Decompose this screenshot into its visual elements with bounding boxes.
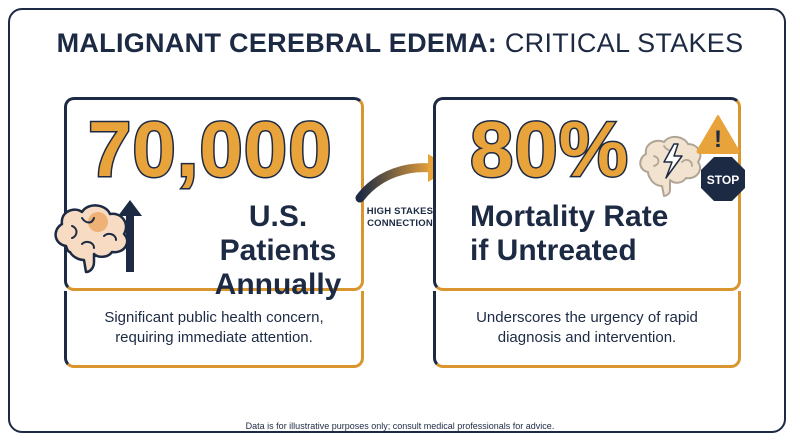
patients-description-box: Significant public health concern, requi… — [64, 291, 364, 368]
stop-sign-text: STOP — [707, 173, 739, 187]
mortality-description: Underscores the urgency of rapid diagnos… — [462, 308, 712, 348]
connection-label-line2: CONNECTION — [367, 218, 433, 229]
mortality-number: 80% — [468, 105, 630, 193]
brain-icon — [54, 204, 129, 274]
mortality-description-line2: diagnosis and intervention. — [497, 329, 677, 346]
mortality-label: Mortality Rate if Untreated — [470, 200, 710, 268]
disclaimer-footer: Data is for illustrative purposes only; … — [245, 421, 555, 431]
mortality-label-line1: Mortality Rate — [470, 200, 669, 233]
title-strong: MALIGNANT CEREBRAL EDEMA: — [56, 28, 498, 58]
patients-card — [64, 97, 364, 291]
connection-label: HIGH STAKES CONNECTION — [362, 206, 438, 230]
patients-label-line1: U.S. Patients — [219, 200, 337, 267]
patients-description-line2: requiring immediate attention. — [115, 329, 313, 346]
mortality-label-line2: if Untreated — [470, 234, 637, 267]
patients-label: U.S. Patients Annually — [198, 200, 358, 302]
patients-label-line2: Annually — [214, 268, 342, 301]
mortality-description-box: Underscores the urgency of rapid diagnos… — [433, 291, 741, 368]
patients-description-line1: Significant public health concern, — [104, 309, 324, 326]
warning-symbol: ! — [714, 126, 722, 153]
stop-sign-icon: STOP — [701, 157, 745, 201]
page-title: MALIGNANT CEREBRAL EDEMA: CRITICAL STAKE… — [0, 28, 800, 59]
warning-icon: ! — [696, 115, 740, 154]
mortality-card — [433, 97, 741, 291]
mortality-description-line1: Underscores the urgency of rapid — [476, 309, 698, 326]
title-light: CRITICAL STAKES — [504, 28, 744, 58]
connection-label-line1: HIGH STAKES — [366, 206, 434, 217]
patients-number: 70,000 — [87, 105, 334, 193]
lightning-brain-icon — [639, 136, 702, 197]
patients-description: Significant public health concern, requi… — [90, 308, 337, 348]
up-arrow-icon — [118, 200, 142, 272]
